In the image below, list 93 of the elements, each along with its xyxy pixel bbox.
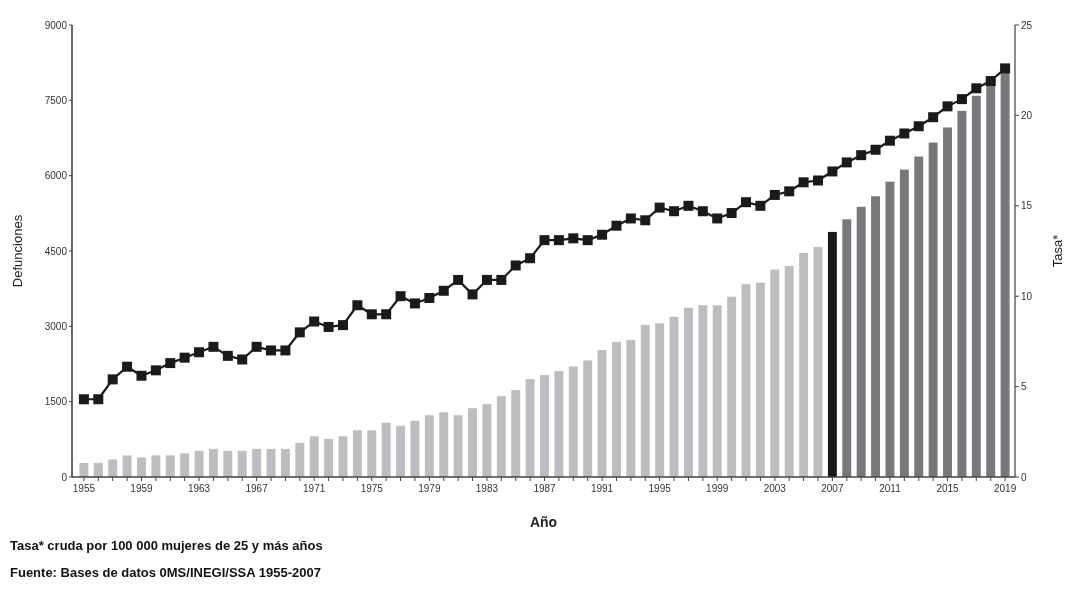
y-tick-label: 7500 — [44, 94, 68, 106]
bar — [108, 459, 118, 477]
y2-tick-label: 20 — [1021, 109, 1033, 121]
text: Tasa* cruda por 100 000 mujeres de 25 y más años — [10, 538, 323, 553]
bar — [208, 448, 218, 477]
bar — [827, 231, 837, 477]
x-tick-label: 2003 — [763, 483, 787, 494]
bar — [914, 156, 924, 477]
x-tick-label: 2007 — [821, 483, 844, 494]
x-tick-label: 1995 — [648, 483, 672, 494]
bar — [151, 455, 161, 477]
bar — [712, 305, 722, 477]
bar — [957, 110, 967, 477]
x-tick-label: 2011 — [879, 483, 902, 494]
bar — [540, 375, 549, 477]
bar — [727, 296, 737, 477]
bar — [626, 339, 636, 477]
bar — [453, 415, 463, 477]
bar — [93, 462, 103, 477]
y2-tick-label: 25 — [1021, 19, 1033, 31]
bar — [280, 448, 290, 477]
bar — [525, 379, 535, 477]
x-tick-label: 1987 — [533, 483, 557, 494]
x-tick-label: 1963 — [187, 483, 211, 494]
bar — [468, 408, 477, 477]
x-tick-label: 1991 — [590, 483, 614, 494]
x-tick-label: 1955 — [72, 483, 96, 494]
y-tick-label: 6000 — [44, 170, 68, 182]
bar — [309, 436, 319, 477]
bar — [583, 360, 593, 477]
y2-axis-title: Tasa* — [1050, 234, 1065, 268]
x-axis-title: Año — [529, 514, 558, 530]
bar — [482, 404, 492, 477]
y-tick-label: 3000 — [44, 320, 68, 332]
bar — [295, 442, 305, 477]
y2-tick-label: 15 — [1021, 200, 1033, 212]
bar — [655, 323, 665, 477]
bar — [137, 457, 146, 477]
bar — [784, 266, 794, 477]
x-tick-label: 1979 — [418, 483, 441, 494]
bar — [640, 324, 650, 477]
bar — [79, 462, 89, 477]
bar — [612, 341, 621, 477]
y2-tick-label: 5 — [1021, 381, 1027, 393]
source-note: Fuente: Bases de datos 0MS/INEGI/SSA 1955-2007 — [10, 565, 321, 580]
bar — [669, 316, 679, 477]
bar — [165, 455, 175, 477]
y2-tick-label: 0 — [1021, 471, 1027, 483]
bar — [237, 450, 247, 477]
bar — [568, 366, 578, 477]
bar — [381, 422, 391, 477]
bar — [194, 450, 204, 477]
bar — [755, 282, 765, 477]
x-tick-label: 1983 — [475, 483, 499, 494]
bar — [396, 425, 406, 477]
bar — [871, 196, 881, 477]
y-axis-title: Defunciones — [10, 214, 25, 288]
bar — [122, 455, 132, 477]
x-tick-label: 2019 — [993, 483, 1017, 494]
x-tick-label: 1971 — [303, 483, 326, 494]
bar — [899, 169, 909, 477]
y-tick-label: 1500 — [44, 396, 68, 408]
bar — [252, 448, 262, 477]
bar — [180, 453, 190, 477]
x-tick-label: 2015 — [936, 483, 960, 494]
bar — [511, 390, 521, 477]
bar — [410, 420, 420, 477]
x-tick-label: 1967 — [245, 483, 269, 494]
y-tick-label: 9000 — [44, 19, 68, 31]
bar — [554, 371, 564, 477]
y2-tick-label: 10 — [1021, 290, 1033, 302]
x-tick-label: 1999 — [706, 483, 729, 494]
bar — [799, 253, 809, 477]
x-tick-label: 1975 — [360, 483, 384, 494]
bar — [928, 142, 938, 477]
x-tick-label: 1959 — [130, 483, 154, 494]
bar — [496, 396, 506, 477]
bar — [770, 269, 780, 477]
bar — [683, 307, 693, 477]
bar — [698, 305, 708, 477]
bar — [439, 412, 449, 477]
bar — [352, 430, 362, 477]
y-tick-label: 4500 — [44, 245, 68, 257]
y-tick-label: 0 — [61, 471, 68, 483]
bar — [943, 127, 952, 477]
bar — [597, 349, 607, 477]
bar — [324, 438, 334, 477]
bar — [885, 181, 895, 477]
bar — [842, 219, 852, 477]
bar — [367, 430, 377, 477]
bar — [424, 415, 434, 477]
bar — [856, 206, 866, 477]
bar — [223, 450, 233, 477]
